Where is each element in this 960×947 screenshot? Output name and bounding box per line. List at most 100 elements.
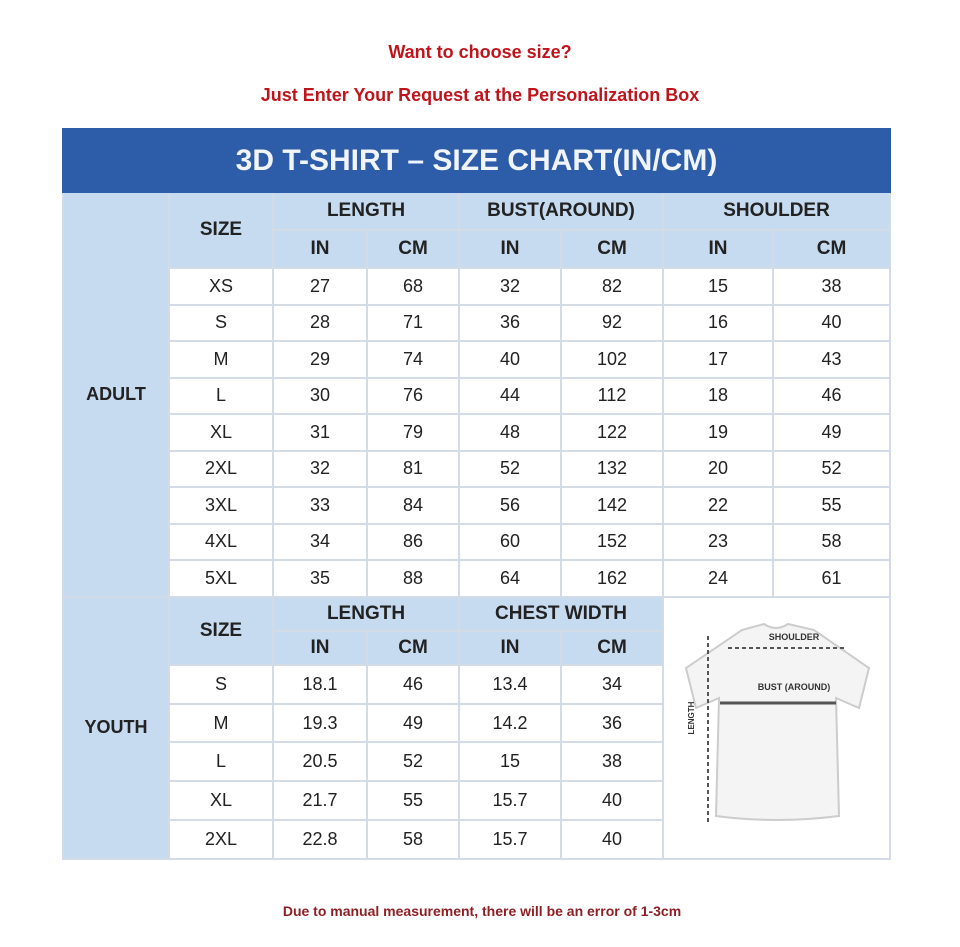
chart-title: 3D T-SHIRT – SIZE CHART(IN/CM) [62,128,891,193]
unit-header: CM [366,229,460,269]
value-cell: 49 [772,413,891,452]
unit-header: IN [458,629,562,667]
value-cell: 15.7 [458,780,562,821]
value-cell: 28 [272,303,368,342]
table-row: M 29 74 40 102 17 43 [63,340,891,379]
value-cell: 58 [772,522,891,561]
value-cell: 27 [272,267,368,306]
measurement-note: Due to manual measurement, there will be… [282,903,682,919]
value-cell: 76 [366,376,460,415]
value-cell: 44 [458,376,562,415]
group-header: CHEST WIDTH [458,595,664,632]
unit-header: IN [272,629,368,667]
value-cell: 68 [366,267,460,306]
value-cell: 64 [458,559,562,598]
value-cell: 102 [560,340,664,379]
value-cell: 84 [366,486,460,525]
size-cell: L [168,741,274,783]
value-cell: 38 [560,741,664,783]
value-cell: 48 [458,413,562,452]
value-cell: 132 [560,449,664,488]
value-cell: 40 [560,818,664,860]
size-cell: S [168,664,274,705]
table-row: L 20.5 52 15 38 [63,741,890,783]
adult-label: ADULT [62,191,170,598]
value-cell: 22 [662,486,774,525]
unit-header: CM [560,629,664,667]
value-cell: 74 [366,340,460,379]
value-cell: 17 [662,340,774,379]
value-cell: 38 [772,267,891,306]
size-cell: L [168,376,274,415]
value-cell: 20 [662,449,774,488]
value-cell: 52 [772,449,891,488]
size-cell: XS [168,267,274,306]
value-cell: 43 [772,340,891,379]
size-cell: 4XL [168,522,274,561]
table-row: XL 21.7 55 15.7 40 [63,780,890,821]
size-header: SIZE [168,595,274,667]
table-row: XL 31 79 48 122 19 49 [63,413,891,452]
value-cell: 61 [772,559,891,598]
value-cell: 40 [560,780,664,821]
table-row: 3XL 33 84 56 142 22 55 [63,486,891,525]
value-cell: 71 [366,303,460,342]
group-header: LENGTH [272,191,460,231]
table-row: 2XL 32 81 52 132 20 52 [63,449,891,488]
size-cell: XL [168,413,274,452]
value-cell: 31 [272,413,368,452]
unit-header: IN [458,229,562,269]
length-label: LENGTH [687,701,696,734]
value-cell: 15 [458,741,562,783]
value-cell: 32 [458,267,562,306]
value-cell: 60 [458,522,562,561]
value-cell: 36 [458,303,562,342]
table-row: M 19.3 49 14.2 36 [63,702,890,744]
group-header: SHOULDER [662,191,891,231]
bust-label: BUST (AROUND) [758,682,831,692]
value-cell: 19 [662,413,774,452]
value-cell: 14.2 [458,702,562,744]
value-cell: 34 [272,522,368,561]
size-cell: XL [168,780,274,821]
value-cell: 30 [272,376,368,415]
value-cell: 56 [458,486,562,525]
unit-header: CM [772,229,891,269]
value-cell: 18 [662,376,774,415]
value-cell: 82 [560,267,664,306]
table-row: S 18.1 46 13.4 34 [63,664,890,705]
value-cell: 40 [458,340,562,379]
value-cell: 58 [366,818,460,860]
group-header: BUST(AROUND) [458,191,664,231]
value-cell: 13.4 [458,664,562,705]
size-cell: S [168,303,274,342]
value-cell: 34 [560,664,664,705]
table-row: L 30 76 44 112 18 46 [63,376,891,415]
value-cell: 52 [366,741,460,783]
size-cell: M [168,702,274,744]
value-cell: 46 [772,376,891,415]
tshirt-icon: SHOULDER BUST (AROUND) LENGTH [684,622,871,822]
table-row: 5XL 35 88 64 162 24 61 [63,559,891,598]
table-row: XS 27 68 32 82 15 38 [63,267,891,306]
value-cell: 88 [366,559,460,598]
value-cell: 40 [772,303,891,342]
value-cell: 23 [662,522,774,561]
value-cell: 15 [662,267,774,306]
size-header: SIZE [168,191,274,269]
unit-header: CM [560,229,664,269]
value-cell: 19.3 [272,702,368,744]
value-cell: 22.8 [272,818,368,860]
size-cell: 5XL [168,559,274,598]
value-cell: 36 [560,702,664,744]
size-cell: 2XL [168,818,274,860]
value-cell: 81 [366,449,460,488]
value-cell: 46 [366,664,460,705]
group-header: LENGTH [272,595,460,632]
size-cell: 2XL [168,449,274,488]
value-cell: 33 [272,486,368,525]
value-cell: 24 [662,559,774,598]
value-cell: 20.5 [272,741,368,783]
table-row: 2XL 22.8 58 15.7 40 [63,818,890,860]
unit-header: IN [272,229,368,269]
